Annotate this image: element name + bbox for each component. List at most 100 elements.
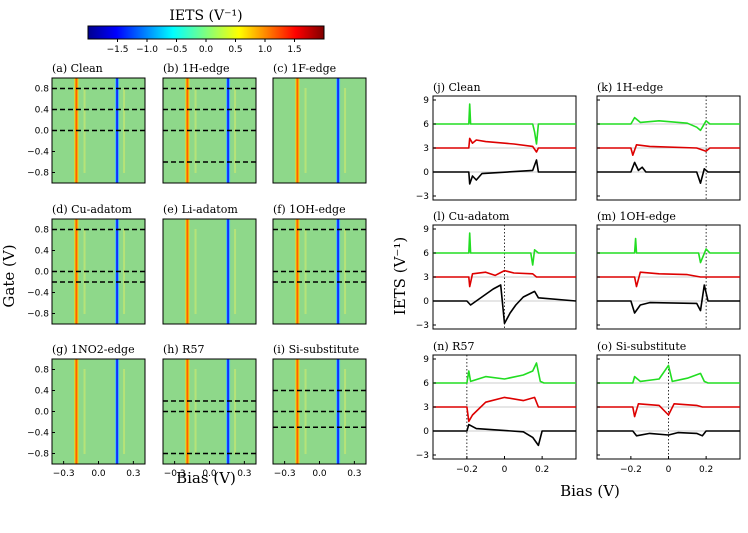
iets-series-top (597, 237, 740, 264)
y-tick-label: −0.4 (27, 429, 49, 439)
y-tick-label: 3 (423, 273, 429, 283)
line-xlabel: Bias (V) (560, 482, 620, 500)
y-tick-label: −3 (416, 192, 429, 202)
heatmap-background (52, 359, 145, 464)
colorbar-tick-label: 1.5 (287, 45, 301, 55)
heatmap-stripe-faint (234, 229, 237, 314)
x-tick-label: 0.3 (126, 469, 140, 479)
heatmap-stripe-faint (123, 369, 126, 454)
iets-series-bot (597, 430, 740, 437)
x-tick-label: 0.0 (91, 469, 106, 479)
y-tick-label: 6 (423, 249, 429, 259)
iets-series-bot (433, 284, 577, 325)
y-tick-label: −3 (416, 321, 429, 331)
heatmap-background (273, 219, 366, 324)
heatmap-panel-title: (b) 1H-edge (163, 62, 230, 75)
heatmap-background (163, 359, 256, 464)
y-tick-label: 0 (423, 297, 429, 307)
y-tick-label: −0.8 (27, 169, 49, 179)
heatmap-background (52, 78, 145, 183)
x-tick-label: −0.3 (53, 469, 75, 479)
y-tick-label: −3 (416, 451, 429, 461)
heatmap-stripe-faint (194, 229, 197, 314)
x-tick-label: 0.2 (535, 465, 549, 475)
iets-series-top (433, 103, 576, 145)
line-panel: (j) Clean 9 6 3 0 −3 (416, 81, 577, 202)
x-tick-label: 0 (502, 465, 508, 475)
iets-series-top (433, 232, 576, 266)
x-tick-label: −0.3 (274, 469, 296, 479)
y-tick-label: 0.4 (35, 106, 50, 116)
line-panel-title: (n) R57 (433, 340, 474, 353)
y-tick-label: 9 (423, 225, 429, 235)
y-tick-label: 3 (423, 403, 429, 413)
heatmap-ylabel: Gate (V) (0, 244, 18, 307)
y-tick-label: 0.4 (35, 387, 50, 397)
y-tick-label: 0 (423, 427, 429, 437)
colorbar-ticks: −1.5 −1.0 −0.5 0.0 0.5 1.0 1.5 (107, 39, 302, 55)
y-tick-label: 0.0 (35, 127, 50, 137)
colorbar-tick-label: 1.0 (258, 45, 273, 55)
y-tick-label: 3 (423, 144, 429, 154)
line-panel-title: (j) Clean (433, 81, 481, 94)
line-panel: (n) R57 9 6 3 0 −3 −0.2 0 0.2 (416, 340, 577, 475)
colorbar-tick-label: −1.5 (107, 45, 129, 55)
heatmap-background (163, 219, 256, 324)
heatmap-panel: (h) R57 −0.3 0.0 0.3 (162, 343, 257, 479)
x-tick-label: −0.2 (456, 465, 478, 475)
heatmap-background (273, 78, 366, 183)
line-panel: (o) Si-substitute −0.2 0 0.2 (596, 340, 741, 475)
heatmap-panel: (e) Li-adatom (162, 203, 257, 325)
heatmap-stripe-core (116, 359, 119, 464)
heatmap-panel-title: (d) Cu-adatom (52, 203, 133, 216)
x-tick-label: −0.2 (620, 465, 642, 475)
heatmap-frame (162, 218, 257, 325)
heatmap-frame (162, 77, 257, 184)
line-panel-title: (m) 1OH-edge (597, 210, 676, 223)
heatmap-background (273, 359, 366, 464)
iets-series-mid (597, 271, 740, 288)
colorbar-tick-label: −0.5 (166, 45, 188, 55)
iets-series-top (597, 116, 740, 132)
y-tick-label: 9 (423, 355, 429, 365)
heatmap-stripe-core (227, 219, 230, 324)
line-panel: (k) 1H-edge (596, 81, 741, 201)
heatmap-panel-title: (c) 1F-edge (273, 62, 336, 75)
heatmap-panel-title: (f) 1OH-edge (273, 203, 346, 216)
y-tick-label: 0.0 (35, 268, 50, 278)
line-panel-title: (o) Si-substitute (597, 340, 686, 353)
heatmap-panel-title: (g) 1NO2-edge (52, 343, 135, 356)
heatmap-frame (272, 77, 367, 184)
iets-series-mid (433, 396, 576, 423)
iets-series-mid (597, 402, 740, 418)
heatmap-panel: (f) 1OH-edge (272, 203, 367, 325)
heatmap-stripe-core (75, 359, 78, 464)
y-tick-label: −0.4 (27, 148, 49, 158)
iets-series-mid (597, 144, 740, 156)
line-grid: (j) Clean 9 6 3 0 −3 (k) 1H-edge (l) Cu-adatom 9… (416, 81, 741, 475)
y-tick-label: 0.8 (35, 226, 50, 236)
colorbar-tick-label: 0.0 (199, 45, 214, 55)
colorbar-tick-label: −1.0 (136, 45, 158, 55)
heatmap-background (163, 78, 256, 183)
y-tick-label: 0.0 (35, 408, 50, 418)
x-tick-label: 0 (666, 465, 672, 475)
y-tick-label: 6 (423, 120, 429, 130)
heatmap-frame (272, 218, 367, 325)
x-tick-label: 0.3 (237, 469, 251, 479)
heatmap-panel-title: (h) R57 (163, 343, 204, 356)
x-tick-label: 0.0 (202, 469, 217, 479)
iets-series-mid (433, 137, 576, 153)
heatmap-panel: (c) 1F-edge (272, 62, 367, 184)
iets-series-top (597, 364, 740, 384)
heatmap-background (52, 219, 145, 324)
iets-series-top (433, 362, 576, 384)
x-tick-label: 0.3 (347, 469, 361, 479)
y-tick-label: −0.4 (27, 289, 49, 299)
y-tick-label: 0.4 (35, 247, 50, 257)
heatmap-panel-title: (e) Li-adatom (163, 203, 238, 216)
